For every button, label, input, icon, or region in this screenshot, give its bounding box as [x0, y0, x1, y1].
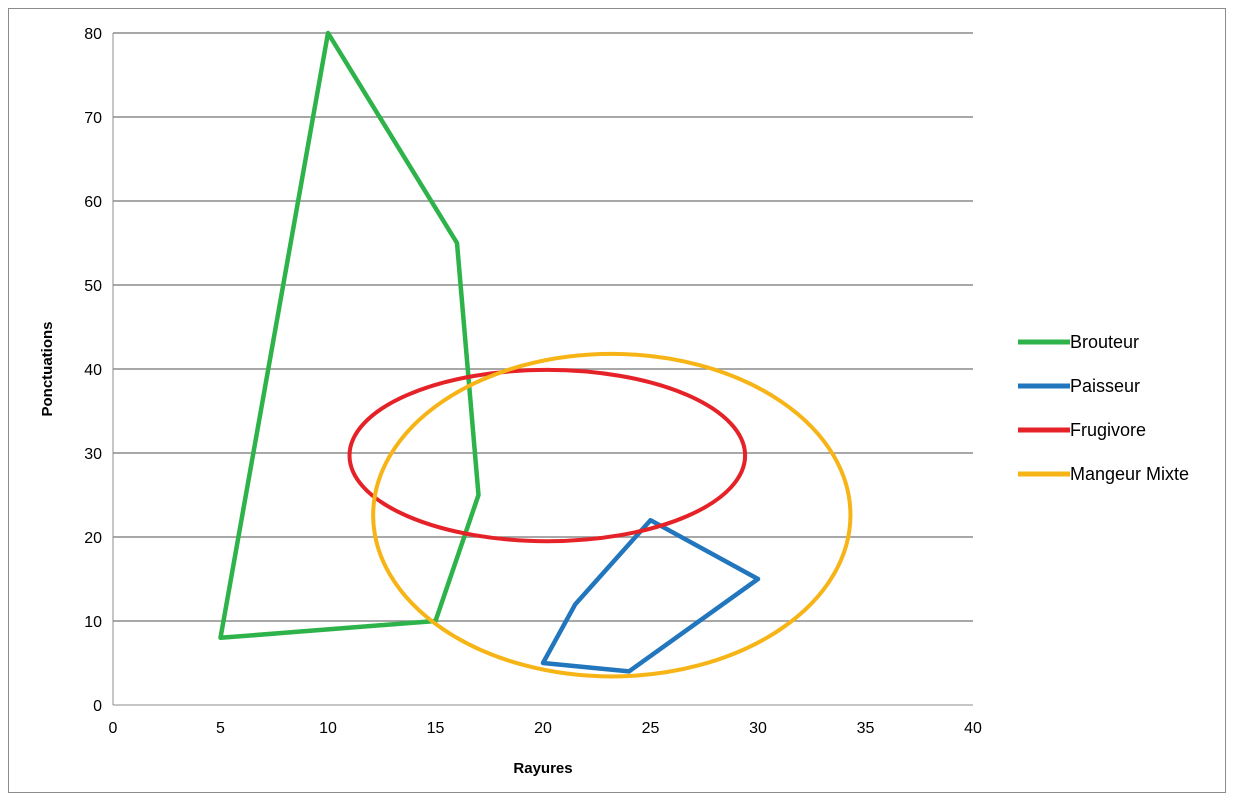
- y-tick-label: 20: [84, 530, 102, 547]
- y-tick-label: 0: [93, 698, 102, 715]
- y-tick-label: 10: [84, 614, 102, 631]
- x-tick-label: 15: [427, 720, 445, 737]
- x-tick-label: 0: [109, 720, 118, 737]
- y-tick-label: 50: [84, 278, 102, 295]
- x-tick-label: 10: [319, 720, 337, 737]
- series-outline-paisseur: [540, 517, 761, 674]
- y-axis-title: Ponctuations: [39, 321, 56, 416]
- y-tick-label: 80: [84, 26, 102, 43]
- chart-frame: [8, 8, 1226, 793]
- x-tick-label: 40: [964, 720, 982, 737]
- series-outline-brouteur: [218, 30, 481, 641]
- grid-lines: [113, 32, 973, 622]
- x-axis-title: Rayures: [513, 760, 572, 777]
- legend-label: Paisseur: [1070, 376, 1140, 396]
- y-tick-label: 60: [84, 194, 102, 211]
- y-tick-label: 30: [84, 446, 102, 463]
- x-tick-label: 25: [642, 720, 660, 737]
- legend-label: Brouteur: [1070, 332, 1139, 352]
- x-tick-label: 35: [857, 720, 875, 737]
- x-tick-label: 5: [216, 720, 225, 737]
- series-outline-frugivore: [347, 367, 748, 544]
- series-marks: [218, 30, 853, 679]
- x-tick-labels: 0 5 10 15 20 25 30 35 40: [109, 720, 982, 737]
- legend-label: Frugivore: [1070, 420, 1146, 440]
- series-outline-mangeur-mixte: [371, 351, 853, 679]
- y-tick-label: 40: [84, 362, 102, 379]
- x-tick-label: 20: [534, 720, 552, 737]
- legend: Brouteur Paisseur Frugivore Mangeur Mixte: [1018, 332, 1189, 484]
- y-tick-labels: 0 10 20 30 40 50 60 70 80: [84, 26, 102, 715]
- axes: [112, 33, 973, 706]
- y-tick-label: 70: [84, 110, 102, 127]
- x-tick-label: 30: [749, 720, 767, 737]
- legend-label: Mangeur Mixte: [1070, 464, 1189, 484]
